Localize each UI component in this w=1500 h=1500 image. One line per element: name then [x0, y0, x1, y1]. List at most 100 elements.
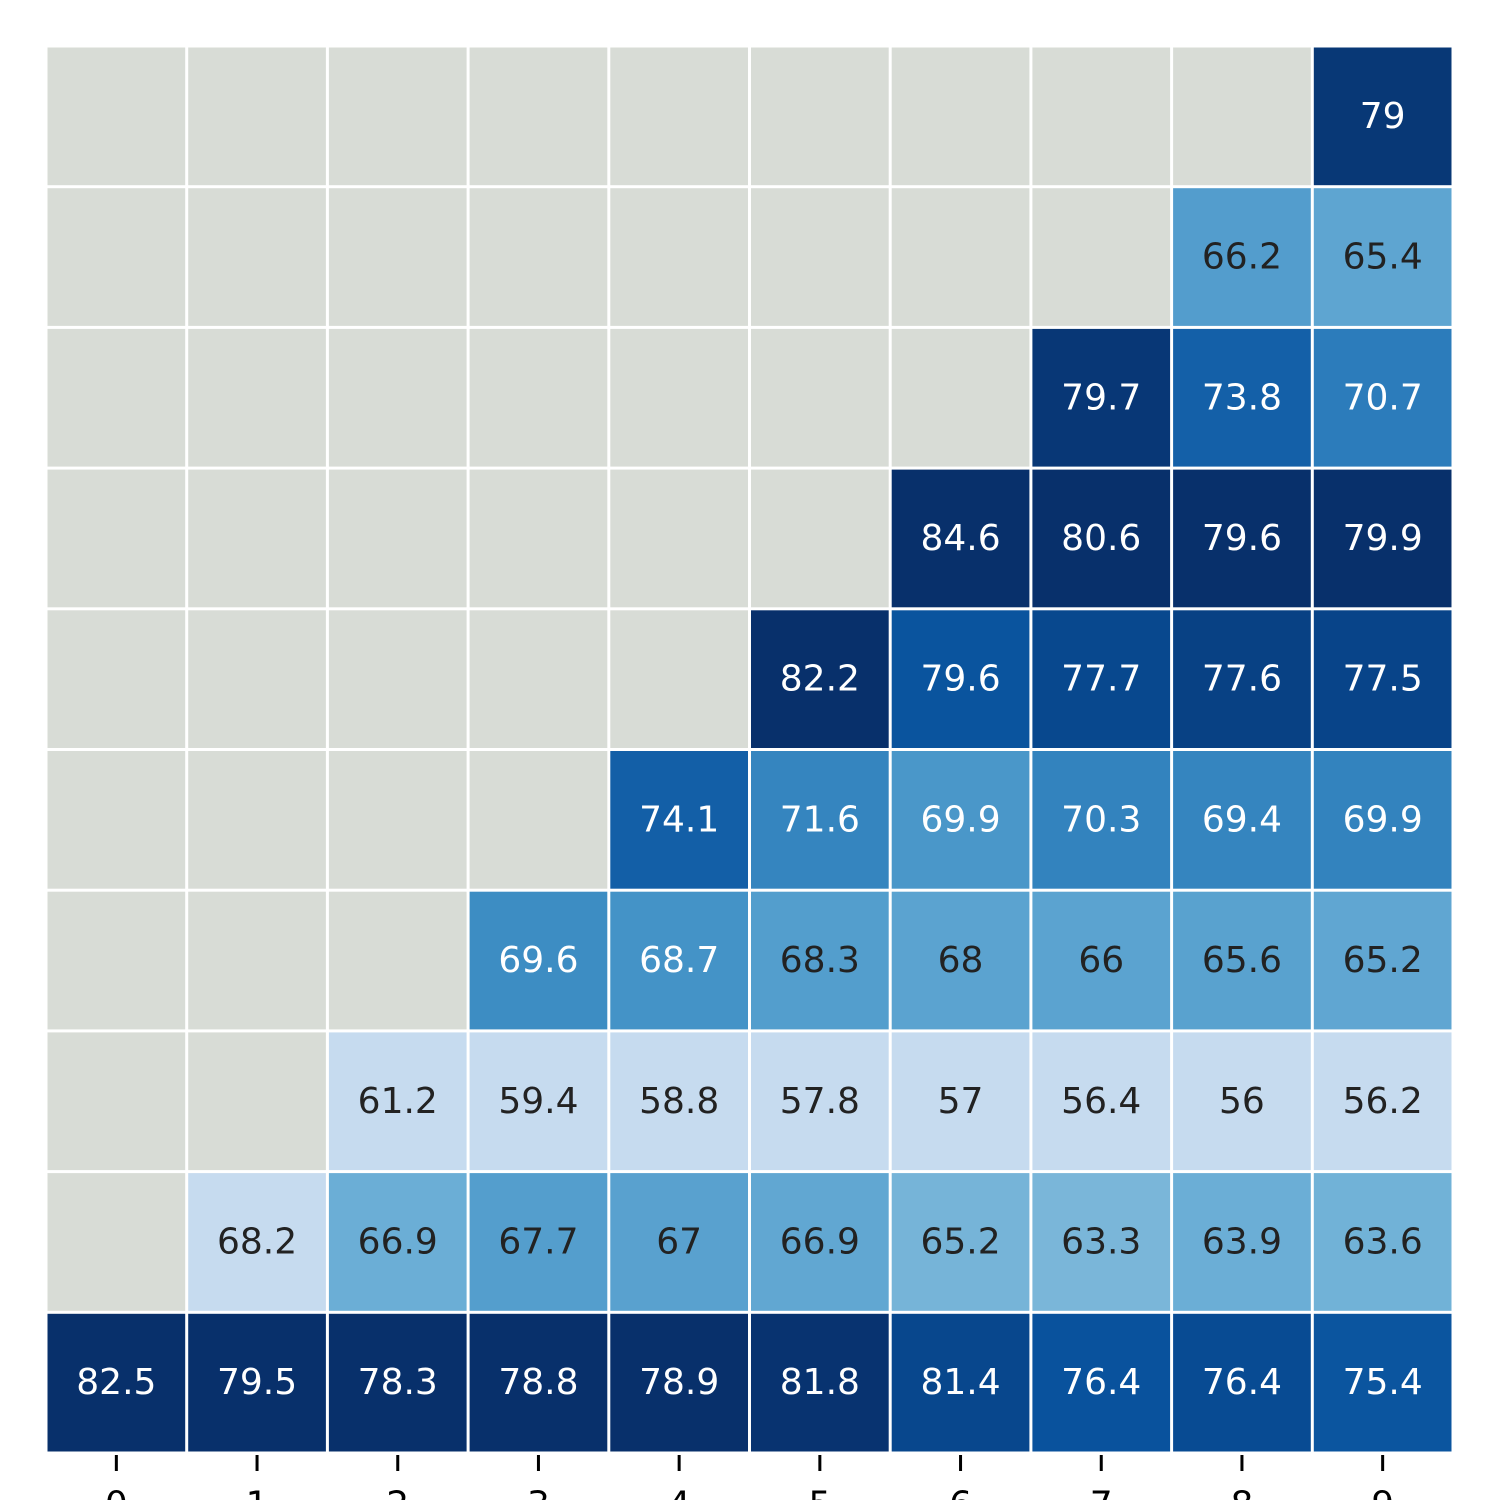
heatmap-cell [328, 1173, 467, 1311]
cell-value-label: 81.8 [780, 1362, 860, 1403]
heatmap-cell [610, 1173, 748, 1311]
masked-cell [188, 469, 326, 608]
cell-value-label: 77.5 [1343, 659, 1423, 700]
masked-cell [751, 188, 889, 326]
heatmap-cell [1032, 1173, 1171, 1311]
cell-value-label: 61.2 [358, 1081, 438, 1122]
cell-value-label: 73.8 [1202, 377, 1282, 418]
cell-value-label: 66.2 [1202, 237, 1282, 278]
heatmap-cell [751, 610, 889, 748]
cell-value-label: 70.7 [1343, 377, 1423, 418]
heatmap-cell [1032, 1032, 1171, 1171]
cell-value-label: 81.4 [920, 1362, 1000, 1403]
cell-value-label: 69.9 [1343, 799, 1423, 840]
masked-cell [469, 610, 608, 748]
cell-value-label: 74.1 [639, 799, 719, 840]
cell-value-label: 68.3 [780, 940, 860, 981]
heatmap-cell [1313, 47, 1452, 186]
masked-cell [328, 610, 467, 748]
cell-value-label: 65.4 [1343, 237, 1423, 278]
masked-cell [47, 328, 186, 467]
heatmap-cell [610, 1032, 748, 1171]
x-tick-label: 8 [1230, 1485, 1253, 1500]
masked-cell [47, 751, 186, 889]
heatmap-cells: 79 66.2 65.4 79.7 73.8 70.7 84.6 80.6 79.6 79.9 82… [47, 47, 1452, 1452]
heatmap-cell [469, 891, 608, 1030]
heatmap-cell [891, 610, 1030, 748]
heatmap-cell [1032, 328, 1171, 467]
masked-cell [188, 610, 326, 748]
heatmap-cell [1173, 1032, 1311, 1171]
masked-cell [47, 610, 186, 748]
x-tick-label: 9 [1371, 1485, 1394, 1500]
masked-cell [188, 891, 326, 1030]
x-tick-label: 4 [668, 1485, 691, 1500]
cell-value-label: 77.7 [1061, 659, 1141, 700]
masked-cell [188, 47, 326, 186]
cell-value-label: 67.7 [498, 1221, 578, 1262]
heatmap-cell [469, 1032, 608, 1171]
heatmap-cell [1313, 1313, 1452, 1452]
masked-cell [891, 328, 1030, 467]
heatmap-cell [328, 1032, 467, 1171]
masked-cell [188, 188, 326, 326]
heatmap-cell [1173, 1173, 1311, 1311]
heatmap-cell [751, 751, 889, 889]
heatmap-cell [188, 1173, 326, 1311]
cell-value-label: 66.9 [358, 1221, 438, 1262]
heatmap-cell [1173, 891, 1311, 1030]
cell-value-label: 56.4 [1061, 1081, 1141, 1122]
masked-cell [891, 47, 1030, 186]
masked-cell [328, 328, 467, 467]
cell-value-label: 68.7 [639, 940, 719, 981]
heatmap-cell [1313, 1173, 1452, 1311]
masked-cell [188, 328, 326, 467]
masked-cell [47, 1173, 186, 1311]
heatmap-cell [751, 1313, 889, 1452]
masked-cell [328, 469, 467, 608]
masked-cell [610, 328, 748, 467]
cell-value-label: 56.2 [1343, 1081, 1423, 1122]
cell-value-label: 78.8 [498, 1362, 578, 1403]
heatmap-cell [1313, 1032, 1452, 1171]
cell-value-label: 69.6 [498, 940, 578, 981]
heatmap-cell [328, 1313, 467, 1452]
heatmap-cell [891, 1032, 1030, 1171]
cell-value-label: 78.9 [639, 1362, 719, 1403]
cell-value-label: 77.6 [1202, 659, 1282, 700]
heatmap-cell [891, 1313, 1030, 1452]
cell-value-label: 76.4 [1061, 1362, 1141, 1403]
heatmap-cell [1173, 469, 1311, 608]
x-axis: 0 1 2 3 4 5 6 7 8 9 [105, 1455, 1394, 1500]
cell-value-label: 79.6 [1202, 518, 1282, 559]
cell-value-label: 56 [1219, 1081, 1265, 1122]
cell-value-label: 78.3 [358, 1362, 438, 1403]
heatmap-cell [1032, 891, 1171, 1030]
cell-value-label: 84.6 [920, 518, 1000, 559]
masked-cell [469, 469, 608, 608]
masked-cell [469, 751, 608, 889]
masked-cell [47, 188, 186, 326]
heatmap-cell [1313, 610, 1452, 748]
cell-value-label: 63.9 [1202, 1221, 1282, 1262]
masked-cell [47, 469, 186, 608]
masked-cell [328, 47, 467, 186]
masked-cell [328, 188, 467, 326]
heatmap-cell [1173, 1313, 1311, 1452]
masked-cell [47, 1032, 186, 1171]
cell-value-label: 68 [938, 940, 984, 981]
masked-cell [188, 751, 326, 889]
cell-value-label: 57.8 [780, 1081, 860, 1122]
x-tick-label: 3 [527, 1485, 550, 1500]
cell-value-label: 69.9 [920, 799, 1000, 840]
heatmap-cell [610, 751, 748, 889]
heatmap-cell [751, 891, 889, 1030]
heatmap-cell [610, 1313, 748, 1452]
masked-cell [47, 891, 186, 1030]
heatmap-cell [47, 1313, 186, 1452]
heatmap-cell [1032, 469, 1171, 608]
masked-cell [610, 47, 748, 186]
cell-value-label: 75.4 [1343, 1362, 1423, 1403]
masked-cell [1032, 188, 1171, 326]
